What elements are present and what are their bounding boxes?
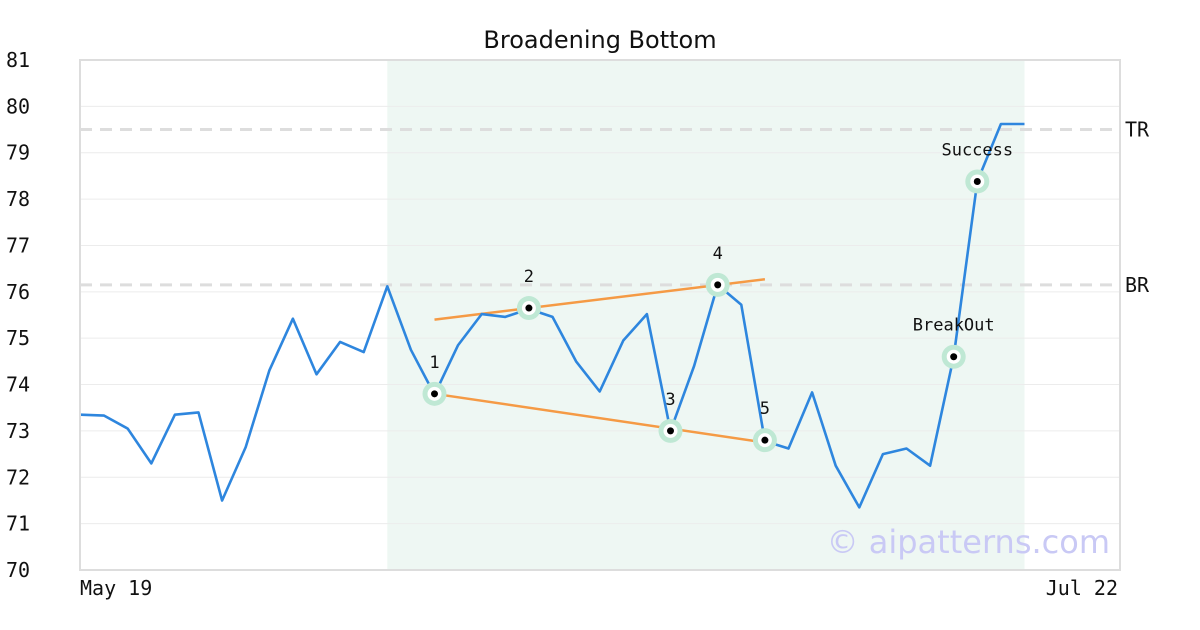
watermark: © aipatterns.com <box>827 523 1110 561</box>
y-tick-label: 80 <box>6 94 30 118</box>
point-2-dot <box>525 304 533 312</box>
y-tick-label: 70 <box>6 558 30 582</box>
plot-frame <box>79 59 1121 571</box>
y-tick-label: 77 <box>6 233 30 257</box>
point-label-3: 3 <box>665 390 675 410</box>
point-success-dot <box>973 177 981 185</box>
point-label-success: Success <box>941 140 1013 160</box>
y-tick-label: 76 <box>6 280 30 304</box>
point-3-dot <box>667 427 674 435</box>
lower-trendline <box>434 392 766 444</box>
reference-label-br: BR <box>1125 273 1150 297</box>
y-tick-label: 75 <box>6 326 30 350</box>
point-breakout-dot <box>950 353 958 361</box>
point-label-5: 5 <box>760 399 770 419</box>
y-tick-label: 73 <box>6 419 30 443</box>
y-tick-label: 72 <box>6 465 30 489</box>
y-tick-label: 78 <box>6 187 30 211</box>
x-tick-label: May 19 <box>80 576 152 600</box>
reference-label-tr: TR <box>1125 118 1150 142</box>
point-label-1: 1 <box>429 353 439 373</box>
point-5-dot <box>761 436 769 444</box>
y-tick-label: 74 <box>6 373 30 397</box>
y-tick-label: 71 <box>6 512 30 536</box>
x-tick-label: Jul 22 <box>1046 576 1118 600</box>
y-tick-label: 81 <box>6 48 30 72</box>
point-label-breakout: BreakOut <box>913 316 995 336</box>
point-label-4: 4 <box>713 244 723 264</box>
chart-title: Broadening Bottom <box>483 26 716 54</box>
price-line <box>80 122 1025 509</box>
point-label-2: 2 <box>524 267 534 287</box>
y-tick-label: 79 <box>6 141 30 165</box>
point-1-dot <box>431 390 438 398</box>
point-4-dot <box>714 281 722 289</box>
